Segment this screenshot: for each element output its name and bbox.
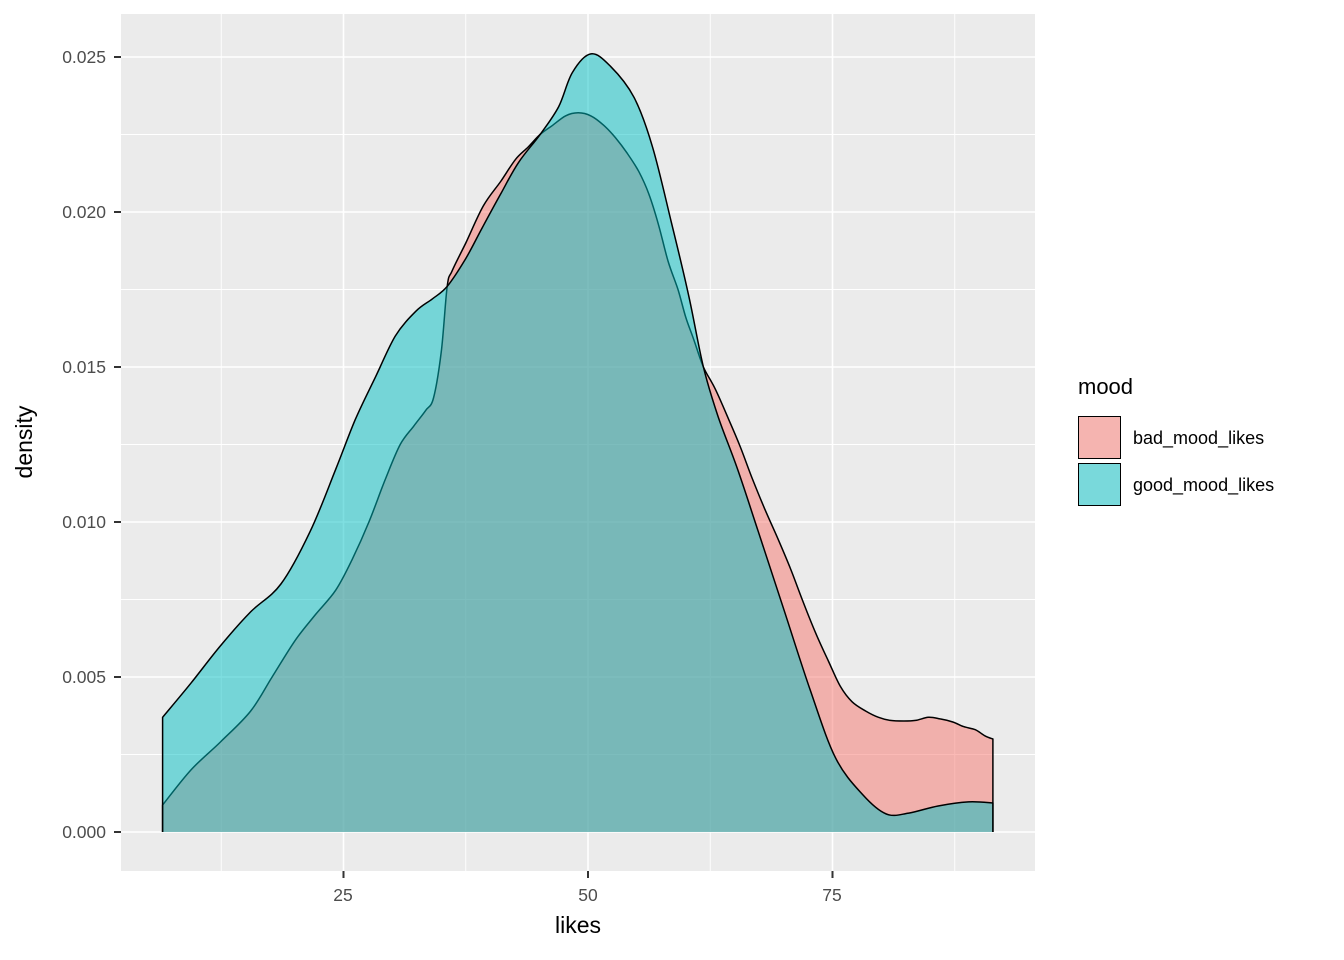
x-axis-title: likes <box>554 912 601 938</box>
x-axis-tick-label: 75 <box>822 885 842 905</box>
legend-label-bad-mood: bad_mood_likes <box>1133 428 1265 448</box>
y-axis-tick-label: 0.025 <box>62 47 106 67</box>
legend-key-bad-mood-swatch <box>1078 416 1121 459</box>
y-axis-tick-label: 0.010 <box>62 512 106 532</box>
legend-item-good-mood: good_mood_likes <box>1078 463 1274 507</box>
legend-key-good-mood-swatch <box>1078 463 1121 506</box>
x-axis-tick-label: 25 <box>333 885 353 905</box>
y-axis-tick-label: 0.015 <box>62 357 106 377</box>
legend-title: mood <box>1078 374 1134 399</box>
legend-label-good-mood: good_mood_likes <box>1133 475 1275 495</box>
y-axis-tick-label: 0.020 <box>62 202 106 222</box>
legend-key-fill <box>1079 464 1120 505</box>
y-axis-tick-label: 0.005 <box>62 667 106 687</box>
y-axis-tick-label: 0.000 <box>62 822 106 842</box>
legend-item-bad-mood: bad_mood_likes <box>1078 416 1264 460</box>
x-axis-tick-label: 50 <box>578 885 598 905</box>
density-area-good_mood_likes <box>162 53 993 833</box>
density-outline-good_mood_likes <box>161 53 994 832</box>
legend-key-fill <box>1079 417 1120 458</box>
y-axis-title: density <box>11 405 37 479</box>
legend: mood bad_mood_likes good_mood_likes <box>1078 372 1274 510</box>
